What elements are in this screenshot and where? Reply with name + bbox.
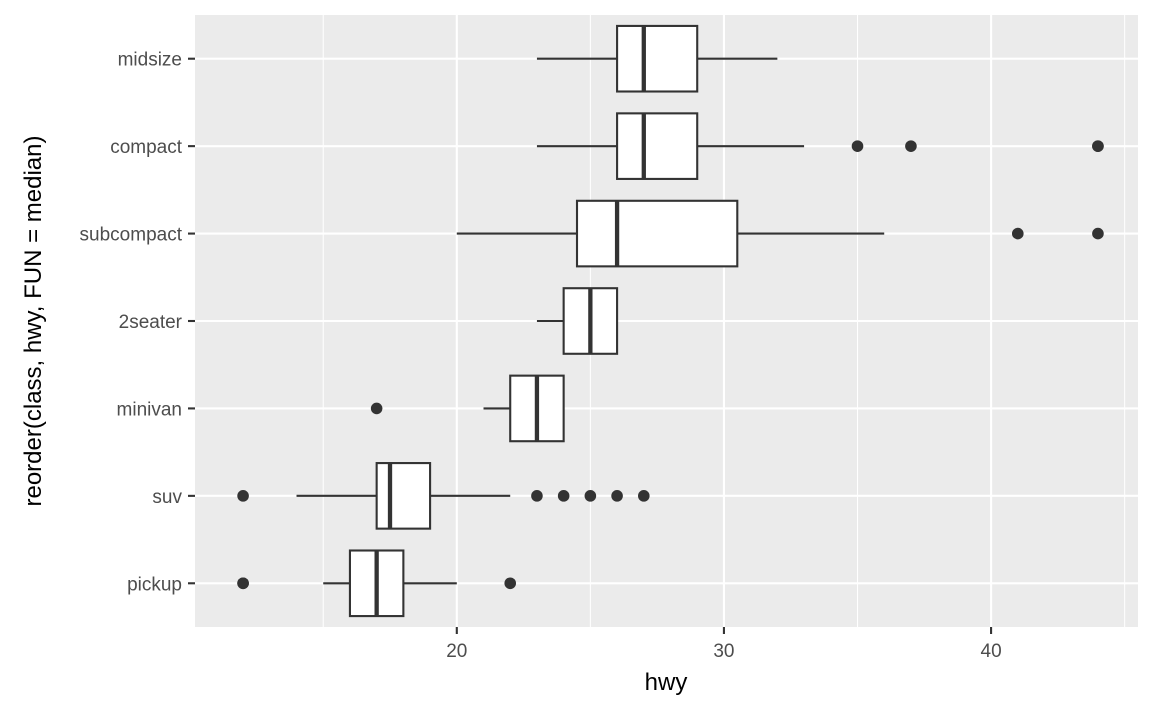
box-iqr [575,199,739,268]
outlier-point [370,402,383,415]
y-tick-label: subcompact [80,225,183,246]
y-tick-label: minivan [117,399,182,420]
box-iqr [616,112,699,180]
y-tick-label: midsize [118,50,182,71]
y-tick-label: suv [152,487,182,508]
box-group-minivan [370,374,565,443]
outlier-point [1011,227,1024,240]
outlier-point [611,490,623,502]
box-group-2seater [536,287,619,355]
outlier-point [851,140,864,152]
outlier-point [237,490,249,502]
box-group-midsize [536,24,778,93]
outlier-point [905,140,917,152]
outlier-point [531,490,543,502]
boxes [237,24,1104,618]
outlier-point [237,577,249,590]
y-tick-label: compact [110,137,183,158]
box-iqr [375,462,432,530]
y-tick-label: 2seater [119,312,183,333]
box-group-compact [536,112,1104,180]
outlier-point [557,490,570,502]
outlier-point [584,490,597,502]
x-axis-title: hwy [645,669,688,696]
box-iqr [616,24,699,93]
outlier-point [504,577,517,590]
box-group-subcompact [456,199,1104,268]
y-tick-label: pickup [127,574,182,595]
box-group-pickup [237,549,517,618]
box-group-suv [237,462,650,530]
outlier-point [637,490,650,502]
x-tick-label: 30 [713,641,734,662]
y-axis-title: reorder(class, hwy, FUN = median) [20,136,47,507]
axes: 20 30 40 midsize compact subcompact 2seater min… [80,50,1002,662]
outlier-point [1092,140,1104,152]
x-tick-label: 20 [446,641,467,662]
outlier-point [1092,227,1104,240]
x-tick-label: 40 [981,641,1002,662]
